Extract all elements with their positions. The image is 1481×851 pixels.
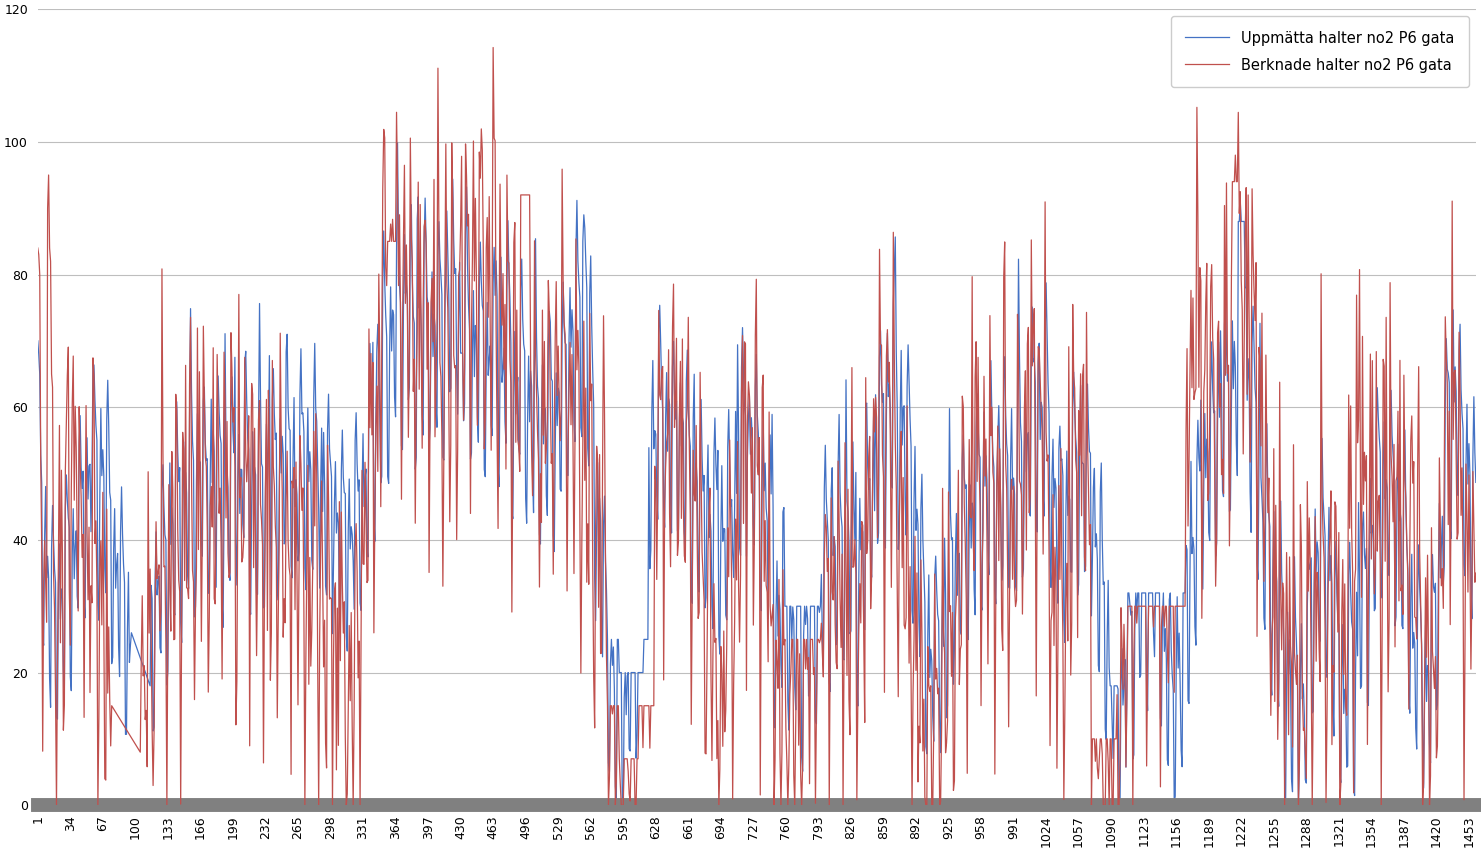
Uppmätta halter no2 P6 gata [1468,477,1481,488]
Berknade halter no2 P6 gata [484,43,502,53]
Berknade halter no2 P6 gata [752,590,770,600]
Line: Berknade halter no2 P6 gata: Berknade halter no2 P6 gata [37,48,1477,805]
Uppmätta halter no2 P6 gata [752,606,770,616]
Berknade halter no2 P6 gata [28,243,46,253]
Berknade halter no2 P6 gata [671,357,689,367]
Berknade halter no2 P6 gata [1397,493,1414,503]
Berknade halter no2 P6 gata [1207,581,1225,591]
Uppmätta halter no2 P6 gata [388,138,406,148]
Uppmätta halter no2 P6 gata [671,378,689,388]
Line: Uppmätta halter no2 P6 gata: Uppmätta halter no2 P6 gata [37,143,1477,805]
Uppmätta halter no2 P6 gata [804,601,822,611]
Legend: Uppmätta halter no2 P6 gata, Berknade halter no2 P6 gata: Uppmätta halter no2 P6 gata, Berknade ha… [1170,16,1469,88]
Uppmätta halter no2 P6 gata [1397,501,1414,511]
Berknade halter no2 P6 gata [618,754,635,764]
Uppmätta halter no2 P6 gata [1207,551,1225,562]
Uppmätta halter no2 P6 gata [615,800,632,810]
Berknade halter no2 P6 gata [804,670,822,680]
Berknade halter no2 P6 gata [47,800,65,810]
Berknade halter no2 P6 gata [1468,568,1481,578]
Uppmätta halter no2 P6 gata [28,336,46,346]
Uppmätta halter no2 P6 gata [618,671,635,681]
